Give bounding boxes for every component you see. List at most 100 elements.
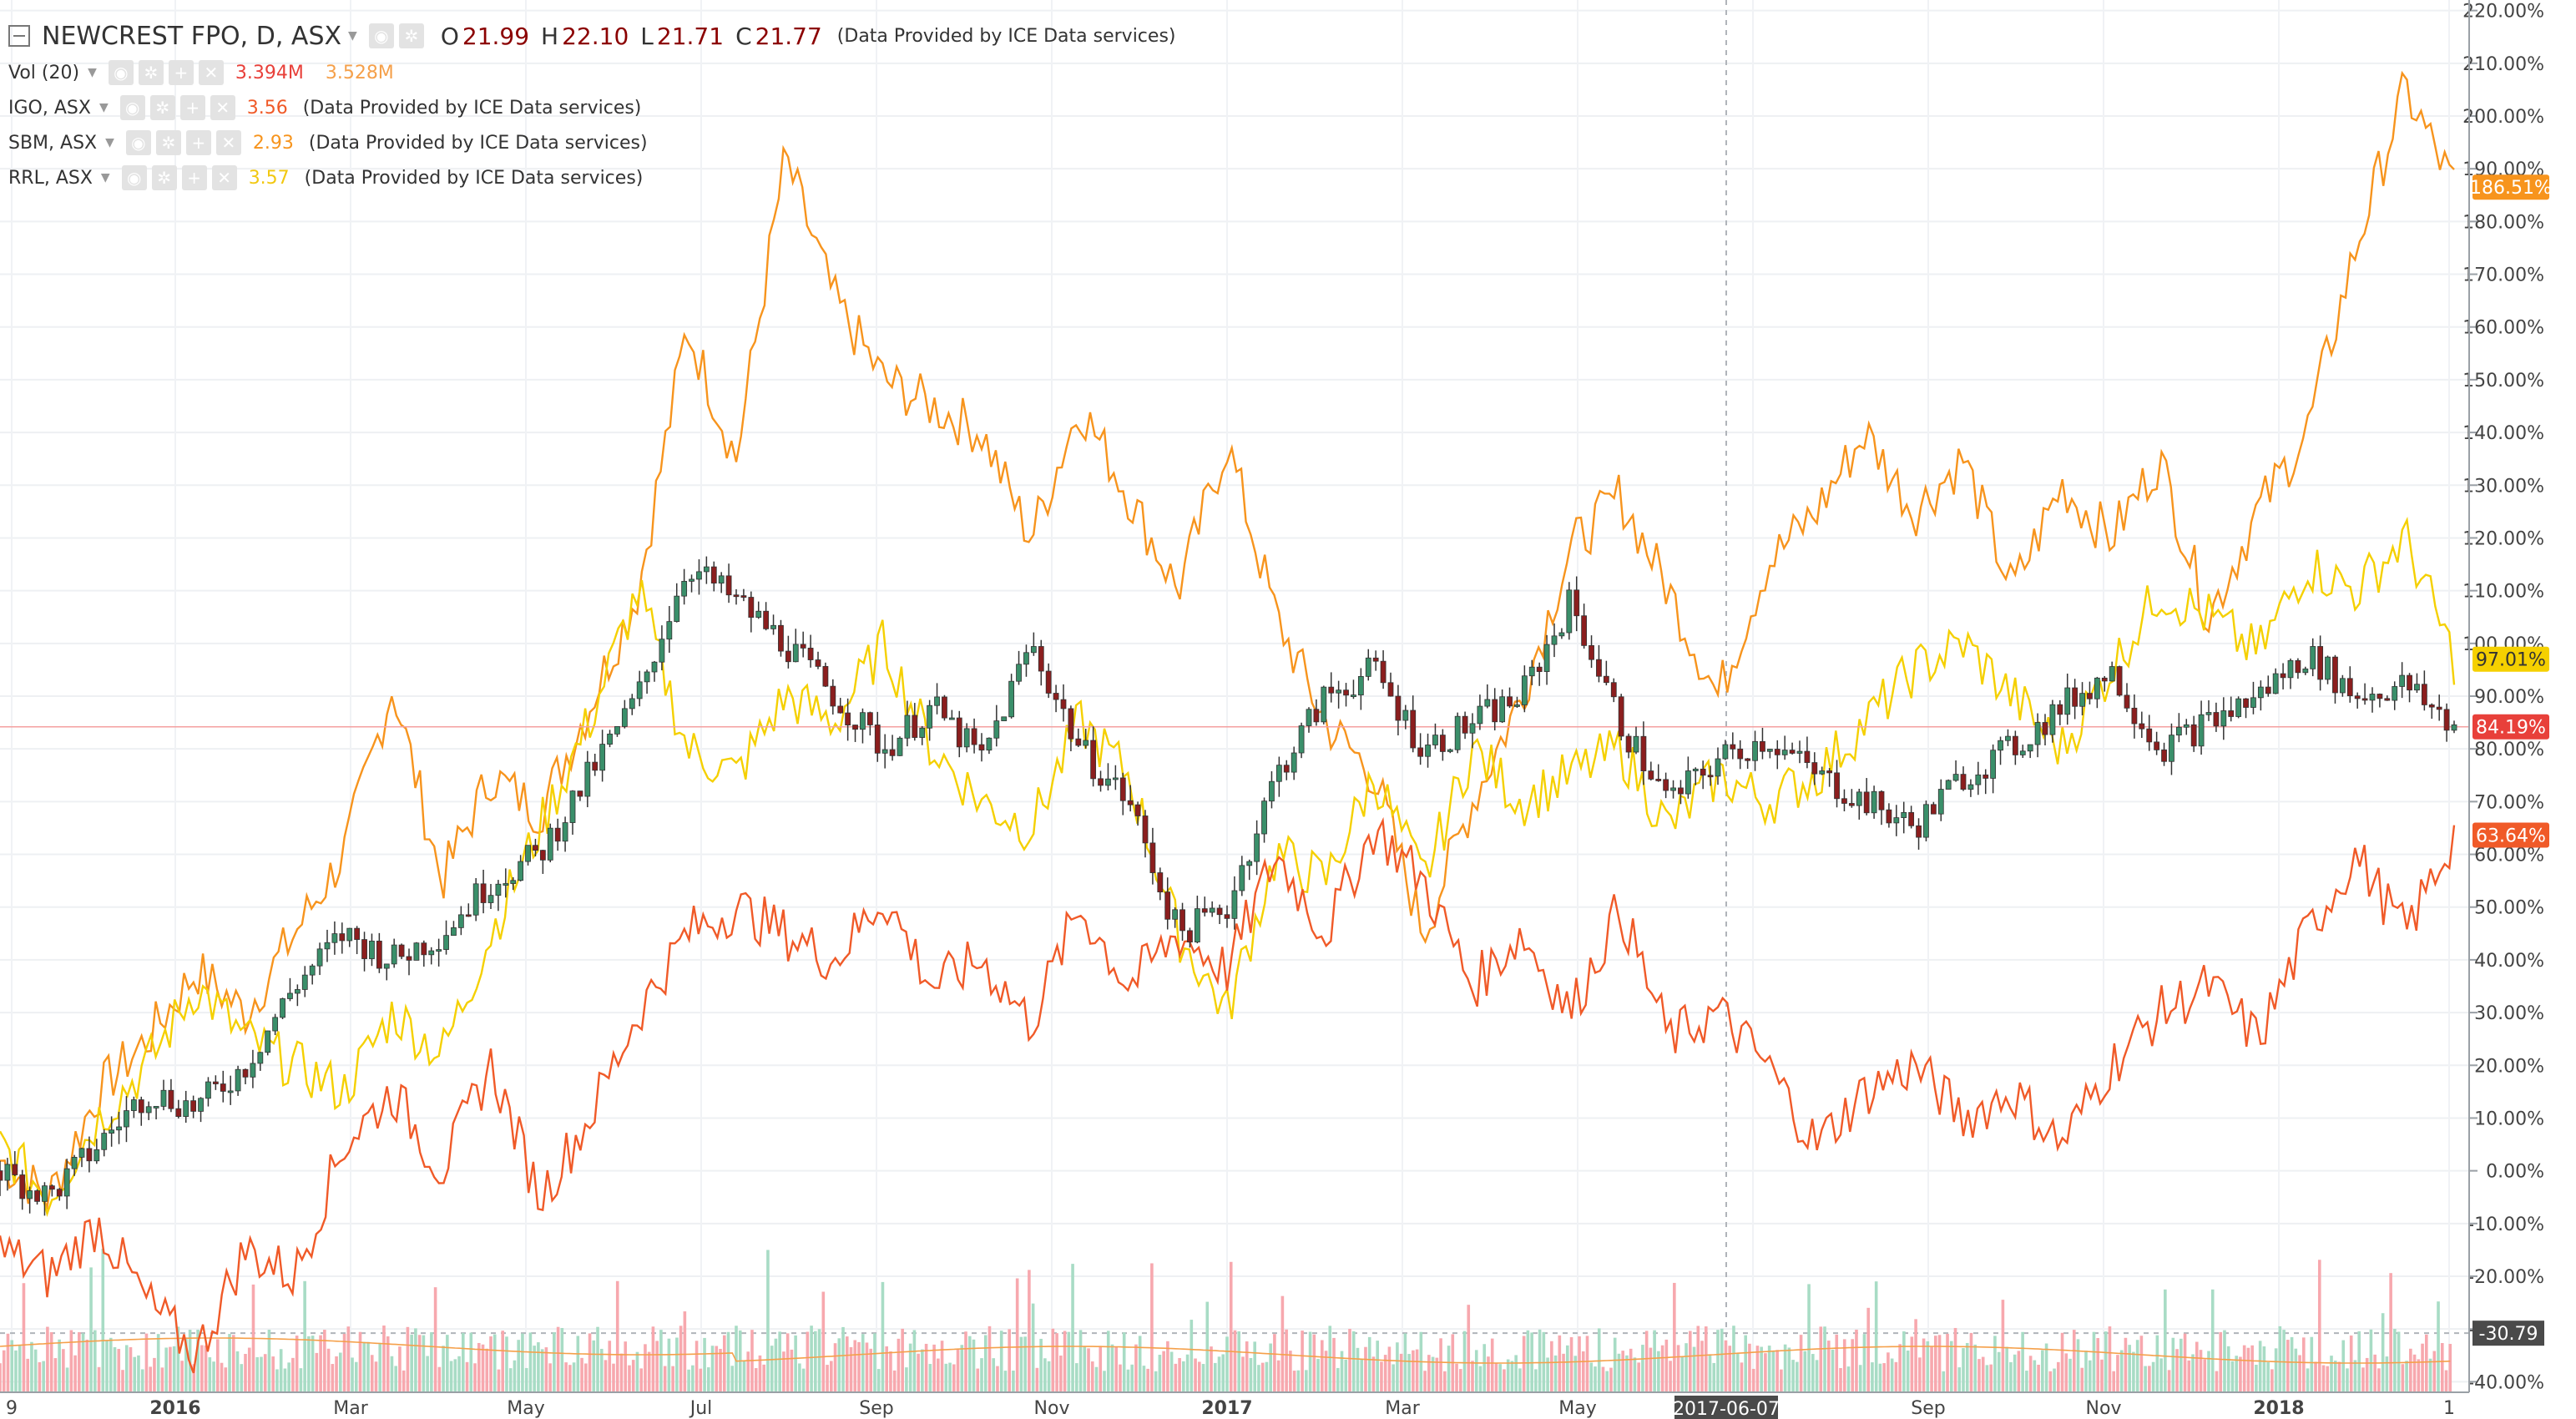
candle-body [2005,735,2011,741]
volume-bar [414,1328,417,1392]
volume-bar [897,1338,901,1392]
gear-icon[interactable]: ✲ [155,130,181,155]
candle-body [554,827,561,842]
volume-bar [1862,1334,1866,1392]
candle-body [948,717,955,720]
x-tick-label: Sep [1911,1398,1945,1419]
legend-row-1[interactable]: IGO, ASX ▼ ◉ ✲ + ✕ 3.56 (Data Provided by ICE D… [8,90,1176,125]
gear-icon[interactable]: ✲ [149,95,175,120]
candle-body [681,580,688,597]
legend-series-name[interactable]: SBM, ASX [8,132,98,154]
volume-bar [1233,1330,1237,1392]
legend-series-name[interactable]: Vol (20) [8,62,80,83]
candle-body [1796,750,1803,754]
candle-body [1952,774,1959,781]
legend-series-name[interactable]: IGO, ASX [8,97,91,119]
eye-icon[interactable]: ◉ [125,130,151,155]
volume-bar [999,1331,1003,1392]
eye-icon[interactable]: ◉ [108,60,134,85]
volume-bar [2112,1371,2115,1392]
candle-body [443,935,449,950]
volume-bar [335,1356,338,1392]
chevron-down-icon[interactable]: ▼ [348,29,357,43]
candle-body [130,1099,137,1111]
candle-body [56,1189,63,1197]
candle-body [2146,728,2153,743]
volume-bar [1276,1360,1280,1392]
close-icon[interactable]: ✕ [210,95,235,120]
candle-body [1357,675,1364,695]
volume-bar [1435,1357,1439,1392]
legend-row-0[interactable]: Vol (20) ▼ ◉ ✲ + ✕ 3.394M 3.528M [8,55,1176,90]
collapse-icon[interactable] [8,25,30,47]
volume-bar [231,1335,235,1392]
crosshair-value-box [2472,1321,2544,1346]
eye-icon[interactable]: ◉ [121,165,147,190]
chevron-down-icon[interactable]: ▼ [100,171,110,184]
volume-ma-line [0,1337,2451,1364]
gear-icon[interactable]: ✲ [398,23,424,48]
eye-icon[interactable]: ◉ [119,95,145,120]
main-symbol-title[interactable]: NEWCREST FPO, D, ASX [42,21,342,51]
volume-bar [2353,1360,2357,1392]
volume-bar [2274,1348,2278,1392]
volume-bar [1866,1307,1870,1392]
plus-icon[interactable]: + [185,130,211,155]
close-icon[interactable]: ✕ [215,130,241,155]
candle-body [614,726,620,735]
candle-body [309,965,316,976]
volume-bar [2164,1289,2167,1392]
plus-icon[interactable]: + [179,95,205,120]
close-icon[interactable]: ✕ [198,60,224,85]
volume-bar [1949,1341,1953,1392]
legend-row-3[interactable]: RRL, ASX ▼ ◉ ✲ + ✕ 3.57 (Data Provided by ICE D… [8,160,1176,195]
volume-bar [1819,1326,1823,1392]
legend-row-2[interactable]: SBM, ASX ▼ ◉ ✲ + ✕ 2.93 (Data Provided by ICE D… [8,125,1176,160]
gear-icon[interactable]: ✲ [138,60,164,85]
candle-body [1484,699,1491,707]
candle-body [629,698,635,710]
plus-icon[interactable]: + [168,60,194,85]
volume-bar [1103,1371,1106,1392]
volume-bar [1573,1356,1578,1392]
volume-bar [1882,1363,1886,1392]
volume-bar [790,1349,794,1392]
x-tick-label: 1 [2443,1398,2455,1419]
legend-value: 3.394M [235,62,304,83]
volume-bar [362,1341,366,1392]
eye-icon[interactable]: ◉ [368,23,394,48]
candle-body [1863,791,1870,814]
volume-bar [283,1368,287,1392]
candle-body [316,948,323,967]
volume-bar [2191,1354,2195,1392]
volume-bar [1146,1368,1149,1392]
volume-bar [548,1363,552,1392]
volume-bar [667,1338,671,1392]
volume-bar [1194,1358,1197,1392]
volume-bar [1906,1351,1910,1392]
volume-bar [2132,1351,2135,1392]
candle-body [1283,765,1290,773]
volume-bar [208,1357,212,1392]
candle-body [874,725,881,754]
volume-bar [699,1368,703,1392]
gear-icon[interactable]: ✲ [151,165,177,190]
volume-bar [2337,1361,2341,1392]
chevron-down-icon[interactable]: ▼ [88,66,97,79]
volume-bar [908,1343,912,1392]
candle-body [2220,710,2227,727]
plus-icon[interactable]: + [181,165,207,190]
legend-series-name[interactable]: RRL, ASX [8,167,93,189]
close-icon[interactable]: ✕ [211,165,237,190]
chevron-down-icon[interactable]: ▼ [98,101,109,114]
volume-bar [1748,1343,1751,1392]
volume-bar [1039,1338,1043,1392]
chevron-down-icon[interactable]: ▼ [105,136,114,149]
volume-bar [1150,1263,1154,1392]
candle-body [1075,738,1082,746]
volume-bar [1673,1282,1676,1392]
candle-body [934,696,940,706]
candle-body [391,944,397,965]
candle-body [1566,589,1573,634]
